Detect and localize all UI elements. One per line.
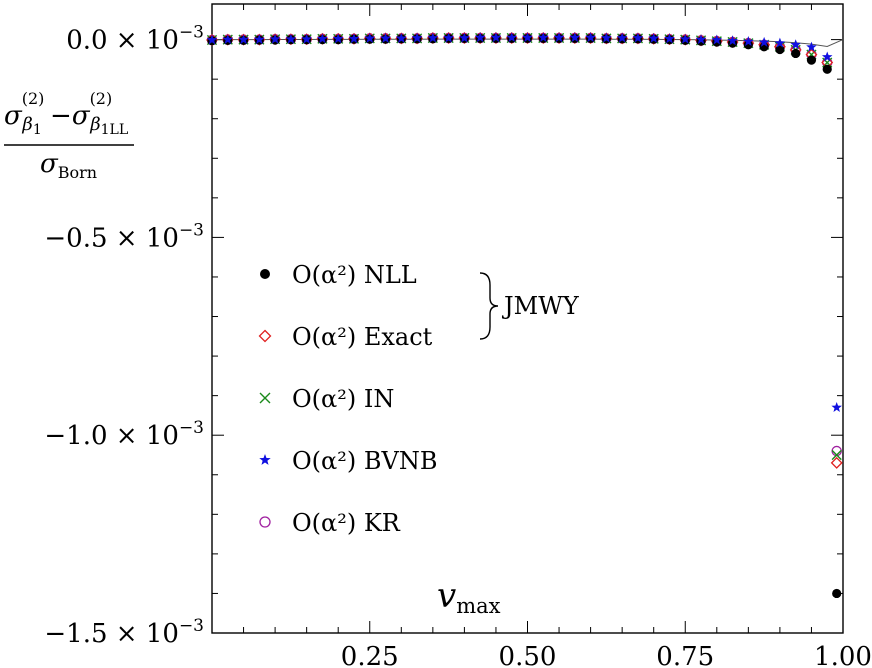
- point-bvnb: [648, 32, 659, 43]
- point-in: [831, 449, 842, 461]
- point-nll: [791, 48, 801, 59]
- legend-marker-bvnb: [259, 454, 271, 465]
- point-bvnb: [695, 34, 707, 45]
- point-bvnb: [332, 33, 344, 44]
- point-bvnb: [396, 32, 407, 43]
- point-bvnb: [831, 401, 842, 412]
- point-bvnb: [222, 34, 234, 45]
- point-bvnb: [506, 32, 517, 43]
- point-nll: [806, 55, 817, 65]
- point-bvnb: [364, 32, 375, 43]
- legend-brace: [479, 272, 499, 340]
- point-bvnb: [821, 51, 833, 62]
- point-bvnb: [427, 32, 439, 43]
- point-bvnb: [790, 39, 801, 50]
- point-exact: [830, 456, 843, 469]
- y-tick-label: −1.0 × 10−3: [44, 418, 204, 451]
- point-bvnb: [774, 37, 786, 48]
- point-bvnb: [206, 34, 218, 45]
- legend-marker-exact: [258, 329, 272, 343]
- point-bvnb: [806, 41, 817, 52]
- point-bvnb: [348, 33, 360, 44]
- legend-entry-in: O(α²) IN: [292, 385, 394, 413]
- y-tick-label: 0.0 × 10−3: [66, 23, 204, 56]
- x-tick-label: 0.50: [499, 642, 557, 668]
- point-bvnb: [585, 32, 596, 43]
- y-axis-label-numerator: σ(2) β1 −σ(2) β1LL: [4, 89, 128, 138]
- point-bvnb: [285, 33, 297, 44]
- point-bvnb: [569, 32, 581, 43]
- x-axis-label: vmax: [437, 576, 501, 618]
- point-bvnb: [680, 33, 691, 44]
- y-tick-label: −0.5 × 10−3: [44, 220, 204, 253]
- point-bvnb: [254, 34, 265, 45]
- point-bvnb: [443, 32, 454, 43]
- point-nll: [832, 588, 842, 599]
- point-bvnb: [522, 32, 533, 43]
- x-tick-label: 0.25: [341, 642, 399, 668]
- point-bvnb: [727, 35, 738, 46]
- point-bvnb: [301, 33, 312, 44]
- axis-labels: vmax σ(2) β1 −σ(2) β1LL σBorn: [4, 89, 501, 618]
- data-points: [206, 32, 843, 599]
- legend-entry-exact: O(α²) Exact: [292, 323, 433, 351]
- y-axis-label-denominator: σBorn: [40, 149, 97, 182]
- point-nll: [743, 40, 753, 50]
- point-bvnb: [238, 34, 249, 45]
- point-bvnb: [474, 32, 486, 43]
- point-bvnb: [553, 32, 565, 43]
- point-bvnb: [538, 32, 549, 43]
- legend-brace-label: JMWY: [501, 292, 580, 320]
- axis-ticks: 0.25 0.50 0.75 1.00 0.0 × 10−3 −0.5 × 10−3 −1.…: [44, 4, 872, 668]
- y-tick-label: −1.5 × 10−3: [44, 616, 204, 649]
- point-bvnb: [601, 32, 612, 43]
- point-bvnb: [411, 32, 423, 43]
- point-bvnb: [758, 36, 770, 47]
- legend: O(α²) NLL O(α²) Exact O(α²) IN O(α²) BVNB O(…: [258, 261, 580, 537]
- x-tick-label: 0.75: [656, 642, 714, 668]
- point-bvnb: [711, 34, 723, 45]
- point-nll: [822, 64, 832, 74]
- legend-entry-nll: O(α²) NLL: [292, 261, 417, 289]
- point-bvnb: [632, 32, 644, 43]
- point-bvnb: [380, 32, 391, 43]
- point-bvnb: [269, 33, 281, 44]
- legend-marker-kr: [259, 516, 271, 528]
- point-bvnb: [664, 33, 675, 44]
- legend-marker-nll: [260, 269, 270, 279]
- point-nll: [775, 44, 785, 55]
- point-bvnb: [490, 32, 502, 43]
- point-bvnb: [459, 32, 470, 43]
- point-bvnb: [317, 33, 328, 44]
- legend-entry-kr: O(α²) KR: [292, 509, 401, 537]
- legend-entry-bvnb: O(α²) BVNB: [292, 447, 437, 475]
- legend-marker-in: [259, 392, 271, 404]
- x-tick-label: 1.00: [814, 642, 872, 668]
- point-in: [822, 57, 833, 68]
- point-bvnb: [616, 32, 628, 43]
- series-bvnb: [206, 32, 842, 412]
- point-bvnb: [743, 36, 754, 47]
